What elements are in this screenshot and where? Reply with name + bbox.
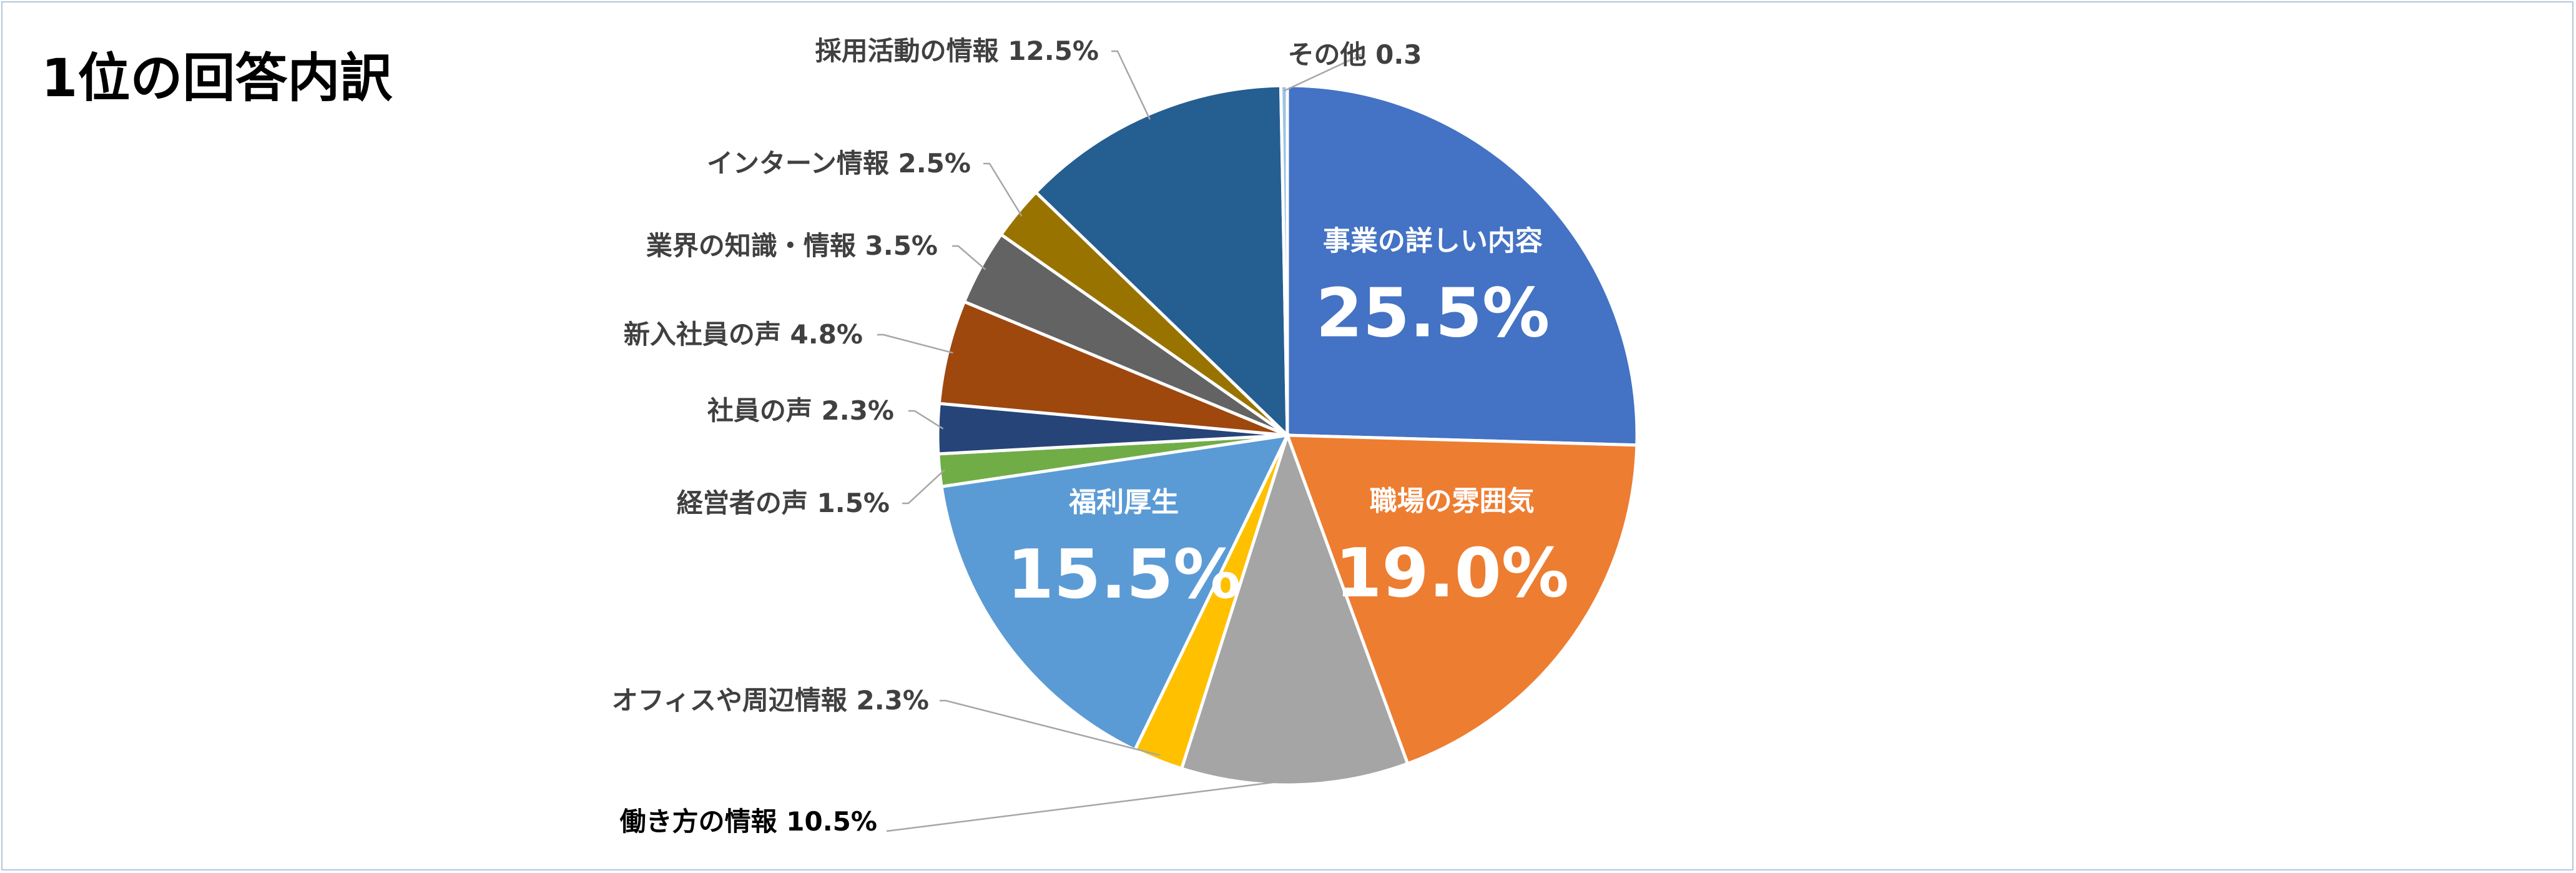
pie-slice-福利厚生	[940, 433, 1290, 752]
slice-label-採用活動の情報: 採用活動の情報 12.5%	[815, 36, 1099, 66]
slice-label-業界の知識-情報: 業界の知識・情報 3.5%	[646, 230, 938, 261]
slice-label-社員の声: 社員の声 2.3%	[707, 395, 894, 426]
leader-line	[983, 162, 1023, 217]
slice-label-オフィスや周辺情報: オフィスや周辺情報 2.3%	[612, 685, 929, 716]
leader-line	[1284, 54, 1362, 92]
slice-label-経営者の声: 経営者の声 1.5%	[677, 488, 890, 518]
leader-line	[886, 779, 1295, 832]
pie-slice-事業の詳しい内容	[1286, 84, 1639, 447]
chart-title: 1位の回答内訳	[41, 47, 393, 109]
slice-label-value: 19.0%	[1335, 535, 1569, 613]
pie-slice-unnamed	[1179, 430, 1410, 787]
leader-line	[940, 699, 1161, 756]
leader-line	[908, 410, 944, 430]
extra-label-働き方の情報: 働き方の情報 10.5%	[620, 806, 877, 837]
pie-slice-職場の雰囲気	[1285, 433, 1639, 766]
leader-line	[952, 245, 986, 270]
slice-label-value: 15.5%	[1007, 536, 1241, 614]
leader-line	[902, 469, 946, 505]
pie-slice-その他	[1279, 84, 1289, 436]
slice-label-value: 25.5%	[1316, 275, 1550, 353]
leader-line	[877, 333, 953, 354]
slice-label-name: 事業の詳しい内容	[1323, 225, 1543, 257]
slice-label-name: 職場の雰囲気	[1370, 485, 1535, 517]
slice-label-その他: その他 0.3	[1287, 39, 1422, 70]
leader-line	[1111, 50, 1151, 120]
slice-label-新入社員の声: 新入社員の声 4.8%	[624, 319, 863, 350]
slice-label-name: 福利厚生	[1068, 486, 1179, 518]
slice-label-インターン情報: インターン情報 2.5%	[707, 148, 971, 179]
